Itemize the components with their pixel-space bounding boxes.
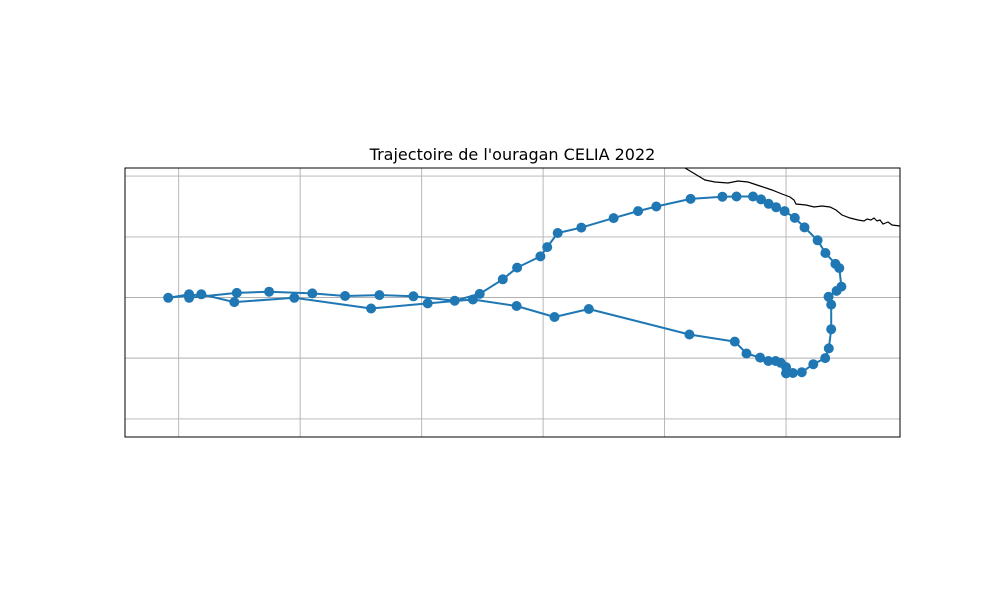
track-point	[196, 289, 207, 300]
track-point	[796, 367, 807, 378]
track-point	[748, 191, 758, 202]
track-point	[799, 222, 810, 233]
track-point	[576, 222, 587, 233]
track-point	[756, 194, 766, 205]
track-point	[549, 312, 560, 322]
track-point	[808, 359, 819, 370]
track-point	[307, 288, 318, 299]
track-point	[264, 286, 275, 297]
track-point	[763, 198, 774, 209]
track-point	[823, 291, 834, 302]
track-point	[771, 202, 782, 213]
track-point	[651, 201, 662, 212]
track-point	[779, 206, 790, 217]
track-point	[552, 228, 563, 238]
track-point	[535, 251, 546, 262]
track-point	[408, 291, 419, 302]
track-point	[755, 352, 766, 363]
track-point	[289, 292, 300, 303]
track-point	[831, 285, 842, 296]
track-point	[770, 356, 781, 366]
track-point	[826, 299, 837, 310]
track-point	[184, 292, 195, 303]
track-point	[374, 290, 385, 301]
track-point	[729, 336, 740, 347]
coastline	[684, 168, 900, 227]
track-point	[366, 303, 377, 314]
track-point	[826, 324, 837, 335]
track-point	[717, 191, 728, 202]
track-point	[229, 297, 240, 308]
track-point	[449, 295, 460, 306]
hurricane-track-line	[167, 195, 843, 375]
track-point	[731, 191, 742, 202]
track-point	[823, 343, 834, 354]
track-point	[684, 329, 695, 340]
track-point	[474, 288, 485, 299]
track-point	[512, 262, 523, 273]
track-point	[467, 294, 478, 305]
track-point	[812, 235, 823, 246]
track-point	[741, 348, 752, 359]
track-point	[763, 356, 774, 366]
track-point	[820, 353, 831, 364]
map-frame	[124, 167, 901, 438]
hurricane-track-points	[163, 191, 847, 379]
track-point	[633, 206, 644, 217]
track-point	[422, 298, 433, 309]
track-point	[834, 263, 845, 274]
track-point	[685, 193, 696, 204]
track-point	[511, 301, 522, 311]
track-point	[340, 291, 351, 301]
chart-title: Trajectoire de l'ouragan CELIA 2022	[369, 145, 656, 164]
track-point	[781, 368, 792, 379]
track-point	[231, 287, 242, 298]
track-point	[497, 274, 508, 285]
track-point	[820, 248, 831, 258]
track-point	[542, 242, 553, 253]
track-point	[163, 292, 174, 303]
track-point	[789, 212, 800, 223]
track-point	[583, 304, 594, 314]
track-point	[608, 213, 619, 224]
